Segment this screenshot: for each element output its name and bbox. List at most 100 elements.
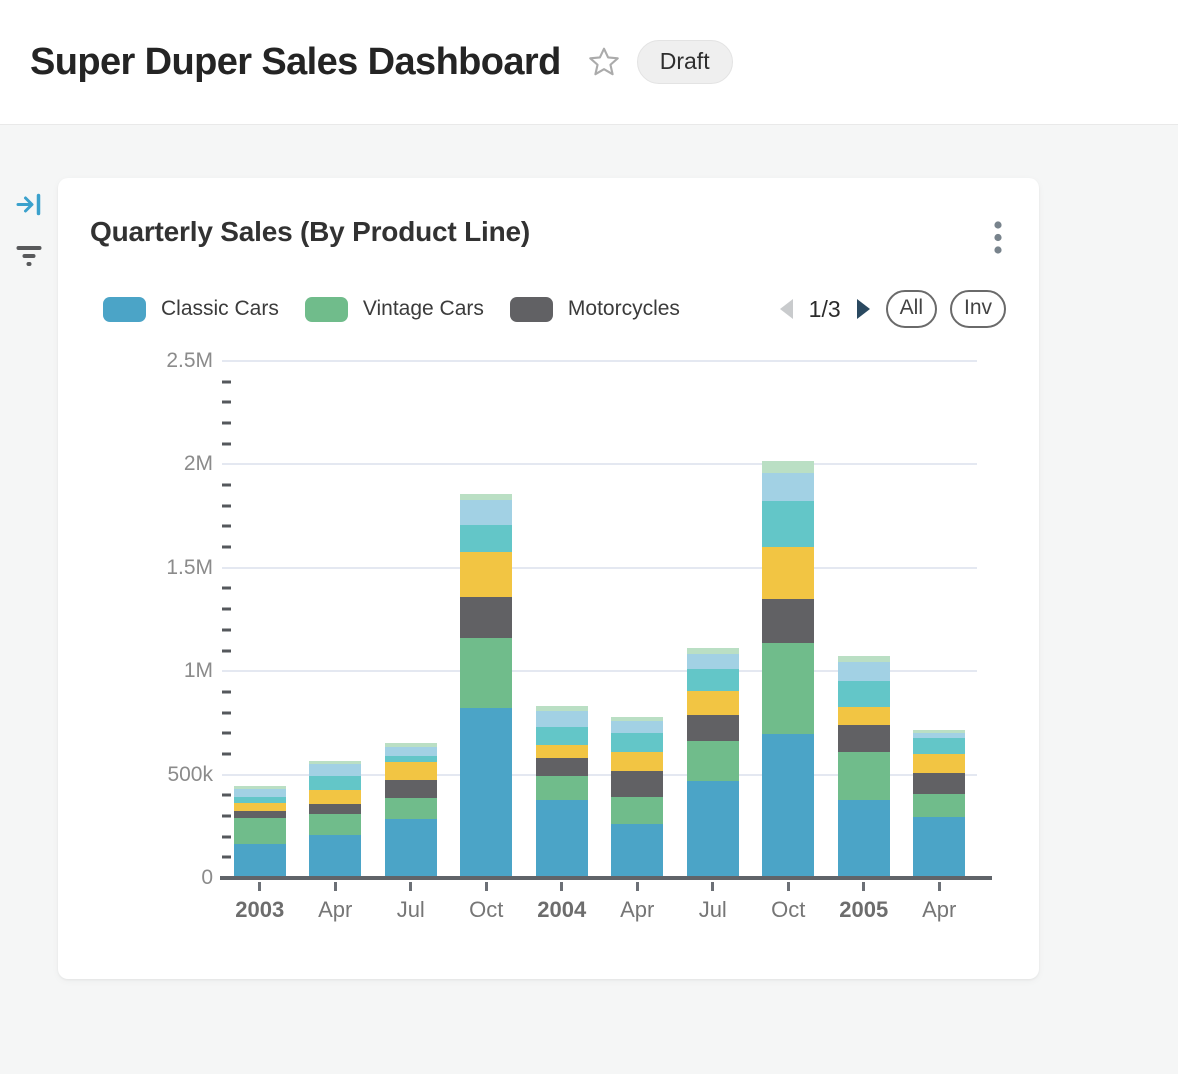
- bar-segment[interactable]: [233, 818, 286, 844]
- bar-segment[interactable]: [611, 733, 664, 753]
- collapse-panel-button[interactable]: [15, 191, 43, 218]
- plot-area: 0 500k 1M 1.5M 2M 2.5M 2003 Apr Jul Oct 2004 Apr Jul…: [166, 349, 992, 922]
- bar-segment[interactable]: [535, 727, 588, 746]
- bar-segment[interactable]: [233, 843, 286, 878]
- card-header: Quarterly Sales (By Product Line): [58, 178, 1039, 258]
- select-all-button[interactable]: All: [885, 290, 937, 328]
- bar[interactable]: [309, 361, 362, 878]
- bar[interactable]: [913, 361, 966, 878]
- bar-segment[interactable]: [460, 493, 513, 501]
- y-minor-tick: [222, 504, 231, 508]
- legend-prev-button[interactable]: [777, 297, 796, 321]
- bar-segment[interactable]: [762, 598, 815, 644]
- bar-segment[interactable]: [913, 772, 966, 794]
- y-minor-tick: [222, 731, 231, 735]
- bar-segment[interactable]: [460, 708, 513, 878]
- category-slot: 2004: [524, 361, 600, 922]
- bar-segment[interactable]: [460, 524, 513, 552]
- y-minor-tick: [222, 442, 231, 446]
- bar-segment[interactable]: [837, 724, 890, 753]
- bar-segment[interactable]: [913, 817, 966, 878]
- bar-segment[interactable]: [837, 656, 890, 662]
- bar[interactable]: [686, 361, 739, 878]
- bar-segment[interactable]: [535, 745, 588, 759]
- bar-segment[interactable]: [837, 680, 890, 708]
- bar-segment[interactable]: [535, 800, 588, 878]
- bar-segment[interactable]: [384, 746, 437, 756]
- bar-segment[interactable]: [686, 781, 739, 878]
- legend-next-button[interactable]: [854, 297, 873, 321]
- bar-segment[interactable]: [384, 798, 437, 820]
- bar-segment[interactable]: [460, 551, 513, 597]
- y-tick-label: 1M: [183, 659, 213, 683]
- bar-segment[interactable]: [460, 500, 513, 525]
- bar-segment[interactable]: [762, 472, 815, 502]
- bar-segment[interactable]: [686, 715, 739, 742]
- bar-segment[interactable]: [384, 779, 437, 799]
- bar-segment[interactable]: [309, 764, 362, 776]
- bar-segment[interactable]: [384, 755, 437, 763]
- bar-segment[interactable]: [913, 753, 966, 773]
- bar-segment[interactable]: [309, 775, 362, 790]
- bar-segment[interactable]: [611, 771, 664, 798]
- bar-segment[interactable]: [686, 741, 739, 782]
- bar[interactable]: [837, 361, 890, 878]
- bar-segment[interactable]: [913, 729, 966, 734]
- bar-segment[interactable]: [611, 721, 664, 734]
- bar-segment[interactable]: [460, 637, 513, 709]
- bar[interactable]: [611, 361, 664, 878]
- bar-segment[interactable]: [309, 814, 362, 835]
- bar-segment[interactable]: [233, 789, 286, 797]
- bar-segment[interactable]: [837, 752, 890, 800]
- bar-segment[interactable]: [233, 786, 286, 790]
- bar-segment[interactable]: [762, 734, 815, 878]
- bar-segment[interactable]: [762, 547, 815, 599]
- bar-segment[interactable]: [384, 742, 437, 747]
- bar-segment[interactable]: [913, 737, 966, 754]
- bar-segment[interactable]: [309, 761, 362, 765]
- bar[interactable]: [384, 361, 437, 878]
- bar-segment[interactable]: [309, 834, 362, 878]
- bar-segment[interactable]: [535, 776, 588, 801]
- bar-segment[interactable]: [837, 799, 890, 878]
- bar-segment[interactable]: [762, 643, 815, 735]
- bar-segment[interactable]: [762, 501, 815, 548]
- bar-segment[interactable]: [686, 647, 739, 654]
- legend-item-motorcycles[interactable]: Motorcycles: [509, 296, 680, 322]
- bar-segment[interactable]: [686, 653, 739, 669]
- bar-segment[interactable]: [535, 758, 588, 777]
- bar-segment[interactable]: [309, 804, 362, 815]
- bar-segment[interactable]: [611, 717, 664, 722]
- bar-segment[interactable]: [233, 803, 286, 812]
- bar[interactable]: [460, 361, 513, 878]
- bar-segment[interactable]: [913, 733, 966, 738]
- legend-item-vintage-cars[interactable]: Vintage Cars: [304, 296, 484, 322]
- bar-segment[interactable]: [460, 596, 513, 638]
- card-menu-button[interactable]: [987, 218, 1009, 258]
- bar-segment[interactable]: [611, 797, 664, 825]
- bar-segment[interactable]: [611, 824, 664, 878]
- bar-segment[interactable]: [535, 706, 588, 711]
- legend-item-classic-cars[interactable]: Classic Cars: [103, 296, 279, 322]
- bar-segment[interactable]: [384, 762, 437, 780]
- category-slot: Apr: [902, 361, 978, 922]
- bar-segment[interactable]: [913, 793, 966, 817]
- bar-segment[interactable]: [233, 796, 286, 804]
- bar-segment[interactable]: [762, 460, 815, 473]
- bar-segment[interactable]: [384, 819, 437, 878]
- bar[interactable]: [535, 361, 588, 878]
- favorite-button[interactable]: [587, 45, 621, 79]
- bar-segment[interactable]: [233, 811, 286, 819]
- bar-segment[interactable]: [535, 710, 588, 728]
- legend-pager: 1/3 All Inv: [777, 290, 1006, 328]
- bar-segment[interactable]: [611, 752, 664, 772]
- filter-button[interactable]: [15, 245, 43, 267]
- bar-segment[interactable]: [837, 661, 890, 681]
- bar[interactable]: [762, 361, 815, 878]
- bar-segment[interactable]: [837, 707, 890, 725]
- bar[interactable]: [233, 361, 286, 878]
- invert-selection-button[interactable]: Inv: [949, 290, 1006, 328]
- bar-segment[interactable]: [686, 691, 739, 716]
- bar-segment[interactable]: [686, 668, 739, 692]
- bar-segment[interactable]: [309, 789, 362, 805]
